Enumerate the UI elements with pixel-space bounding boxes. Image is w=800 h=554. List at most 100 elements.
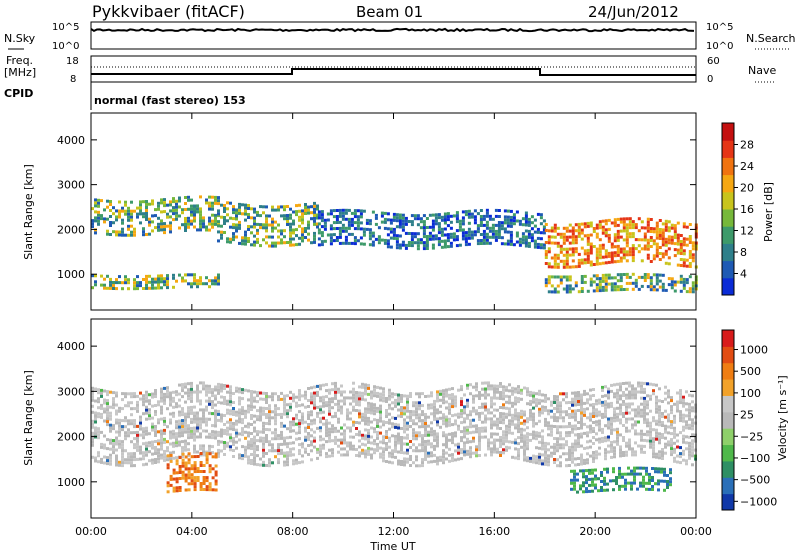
echo-cell [184,279,187,283]
echo-cell [550,409,553,413]
echo-cell [154,410,157,413]
echo-cell [268,458,271,462]
echo-cell [109,280,112,284]
echo-cell [628,417,631,421]
echo-cell [313,439,316,443]
echo-cell [388,439,391,443]
echo-cell [670,438,673,442]
echo-cell [451,423,454,427]
echo-cell [353,212,357,216]
echo-cell [94,426,97,430]
echo-cell [398,213,402,217]
echo-cell [199,423,202,427]
echo-cell [331,427,334,431]
echo-cell [280,424,283,428]
echo-cell [445,388,448,392]
echo-cell [425,226,429,229]
echo-cell [688,241,692,244]
echo-cell [643,402,646,406]
echo-cell [502,406,505,410]
echo-cell [628,411,631,415]
echo-cell [598,262,602,266]
echo-cell [175,420,178,424]
echo-cell [470,233,474,237]
echo-cell [538,452,541,456]
echo-cell [586,446,589,450]
echo-cell [527,223,531,227]
echo-cell [527,229,531,233]
echo-cell [142,400,145,404]
echo-cell [202,479,206,482]
echo-cell [283,439,286,443]
echo-cell [341,208,345,212]
echo-cell [568,253,572,257]
echo-cell [211,222,214,226]
colorbar-segment [722,123,734,141]
echo-cell [145,390,148,394]
echo-cell [682,434,685,438]
echo-cell [130,212,133,216]
echo-cell [347,232,351,236]
echo-cell [631,250,635,254]
echo-cell [133,392,136,396]
echo-cell [481,405,484,409]
echo-cell [464,237,468,241]
echo-cell [103,389,106,393]
echo-cell [691,463,694,467]
echo-cell [184,439,187,443]
echo-cell [592,451,595,454]
echo-cell [571,397,574,401]
echo-cell [538,389,541,393]
echo-cell [618,472,621,476]
echo-cell [527,232,531,236]
echo-cell [577,222,581,226]
echo-cell [271,241,274,245]
echo-cell [334,402,337,406]
echo-cell [208,488,212,492]
echo-cell [202,420,205,424]
echo-cell [127,281,130,285]
echo-cell [523,449,526,453]
echo-cell [265,464,268,467]
echo-cell [350,220,354,224]
echo-cell [178,456,182,459]
echo-cell [613,288,617,292]
echo-cell [478,445,481,448]
echo-cell [667,241,671,245]
echo-cell [343,423,346,427]
echo-cell [226,399,229,403]
echo-cell [424,395,427,398]
echo-cell [484,390,487,394]
echo-cell [148,411,151,415]
echo-cell [238,205,241,209]
echo-cell [517,427,520,431]
echo-cell [670,226,674,230]
echo-cell [616,229,620,233]
echo-cell [217,433,220,437]
echo-cell [625,272,629,276]
echo-cell [370,453,373,457]
echo-cell [673,441,676,445]
echo-cell [175,390,178,394]
freq-trace [91,68,696,76]
echo-cell [118,442,121,446]
echo-cell [142,397,145,401]
echo-cell [436,393,439,397]
echo-cell [472,451,475,455]
echo-cell [289,216,292,220]
echo-cell [460,457,463,461]
echo-cell [193,467,197,471]
echo-cell [556,449,559,453]
echo-cell [544,453,547,457]
echo-cell [259,244,262,248]
echo-cell [502,433,505,437]
echo-cell [606,470,609,474]
echo-cell [352,447,355,451]
echo-cell [649,279,653,283]
echo-cell [487,447,490,451]
echo-cell [497,230,501,233]
echo-cell [169,474,173,478]
echo-cell [598,440,601,444]
echo-cell [235,217,238,221]
echo-cell [451,435,454,439]
